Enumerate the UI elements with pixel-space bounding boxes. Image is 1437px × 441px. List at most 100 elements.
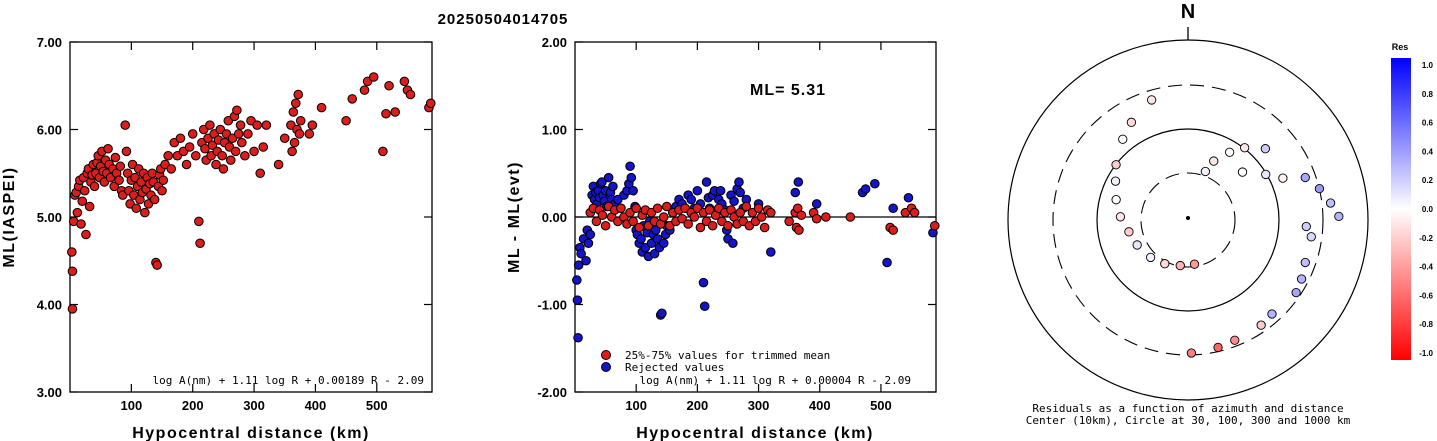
- legend-label-rejected: Rejected values: [625, 361, 724, 374]
- p2-xtick-label: 500: [870, 398, 892, 413]
- polar-point: [1314, 183, 1325, 194]
- p2-point-red: [658, 212, 669, 222]
- p1-point-red: [236, 137, 247, 148]
- polar-point: [1175, 260, 1185, 271]
- panel-ml-residual: -2.00 -1.00 0.00 1.00 2.00 100 200 300 400 500 ML…: [506, 35, 940, 441]
- p1-point-red: [81, 229, 91, 240]
- p2-point-red: [591, 216, 602, 227]
- colorbar-tick-label: -0.6: [1419, 291, 1433, 300]
- p2-point-red: [661, 201, 672, 212]
- p1-point-red: [252, 120, 262, 130]
- p1-point-red: [181, 159, 192, 170]
- polar-point: [1239, 143, 1250, 153]
- p2-point-blue: [698, 277, 709, 288]
- p2-point-red: [821, 212, 831, 222]
- p1-point-red: [175, 133, 186, 144]
- p2-point-red: [695, 222, 706, 233]
- p2-point-blue: [581, 255, 591, 266]
- data-points-2: [572, 161, 940, 343]
- p1-point-red: [232, 105, 242, 116]
- p1-point-red: [218, 164, 229, 174]
- p2-point-blue: [583, 238, 594, 249]
- p1-ytick-label: 5.00: [37, 210, 62, 225]
- p2-point-red: [888, 225, 898, 235]
- plot-frame-1: [69, 41, 433, 393]
- p2-xtick-label: 100: [625, 398, 647, 413]
- polar-point: [1209, 156, 1219, 166]
- p2-ytick-label: -2.00: [537, 385, 567, 400]
- p1-xtick-label: 400: [305, 398, 327, 413]
- p2-point-blue: [572, 275, 582, 285]
- p1-ytick-label: 6.00: [37, 123, 62, 138]
- p1-point-red: [425, 98, 436, 109]
- p2-point-red: [628, 216, 638, 227]
- p1-point-red: [294, 129, 305, 139]
- ylabel-1: ML(IASPEI): [1, 166, 18, 267]
- p1-point-red: [84, 201, 95, 212]
- p1-point-red: [243, 129, 253, 139]
- colorbar-tick-label: 0.6: [1422, 119, 1434, 128]
- polar-point: [1110, 176, 1121, 186]
- polar-point: [1200, 166, 1211, 177]
- p2-point-red: [704, 205, 715, 215]
- polar-point: [1325, 198, 1336, 208]
- p2-point-blue: [728, 238, 738, 249]
- p2-point-red: [765, 207, 776, 218]
- p2-point-blue: [903, 192, 914, 203]
- p2-point-blue: [734, 177, 744, 187]
- p2-point-blue: [692, 185, 703, 196]
- polar-point: [1186, 348, 1197, 358]
- polar-point: [1124, 227, 1134, 237]
- polar-point: [1132, 240, 1142, 250]
- p1-point-red: [341, 115, 351, 126]
- p1-point-red: [258, 142, 269, 152]
- p2-point-blue: [573, 260, 584, 270]
- p2-point-blue: [658, 238, 669, 249]
- p1-point-red: [288, 107, 299, 117]
- p1-point-red: [207, 140, 218, 151]
- colorbar-bar: [1391, 58, 1411, 360]
- p2-point-blue: [608, 181, 618, 192]
- polar-point: [1146, 95, 1157, 105]
- p1-xtick-label: 200: [182, 398, 204, 413]
- p1-point-red: [359, 85, 370, 95]
- polar-point: [1260, 144, 1271, 154]
- p2-point-red: [723, 220, 733, 231]
- xlabel-2: Hypocentral distance (km): [636, 425, 874, 441]
- p1-point-red: [390, 107, 400, 117]
- polar-point: [1115, 212, 1126, 222]
- colorbar-tick-label: -1.0: [1419, 349, 1433, 358]
- colorbar-tick-label: 1.0: [1422, 61, 1434, 70]
- p2-point-red: [677, 213, 687, 224]
- p2-point-red: [600, 220, 611, 231]
- p1-point-red: [120, 120, 131, 130]
- p1-point-red: [368, 72, 379, 82]
- p1-point-red: [166, 164, 177, 174]
- colorbar-tick-label: 0.2: [1422, 176, 1434, 185]
- ring-1000km: [1007, 39, 1369, 401]
- p1-point-red: [187, 129, 198, 139]
- p1-point-red: [240, 150, 250, 161]
- p2-point-blue: [625, 161, 635, 172]
- p2-point-blue: [628, 185, 638, 196]
- p1-point-red: [293, 89, 304, 100]
- p1-point-red: [249, 146, 259, 157]
- data-points-3: [1110, 95, 1344, 358]
- polar-point: [1278, 173, 1288, 183]
- p1-point-red: [121, 146, 132, 157]
- p2-point-blue: [636, 234, 646, 244]
- p1-point-red: [316, 102, 327, 113]
- p1-point-red: [140, 207, 150, 218]
- polar-point: [1118, 134, 1128, 144]
- p1-point-red: [279, 133, 290, 144]
- polar-point: [1306, 232, 1316, 242]
- p1-point-red: [261, 120, 272, 130]
- p2-point-blue: [649, 248, 660, 259]
- p2-point-red: [794, 225, 804, 235]
- chart-title: 20250504014705: [438, 11, 569, 28]
- colorbar-tick-label: -0.8: [1419, 320, 1433, 329]
- p1-ytick-label: 7.00: [37, 35, 62, 50]
- p1-ytick-label: 3.00: [37, 385, 62, 400]
- p2-point-red: [811, 213, 822, 224]
- p1-point-red: [217, 150, 227, 161]
